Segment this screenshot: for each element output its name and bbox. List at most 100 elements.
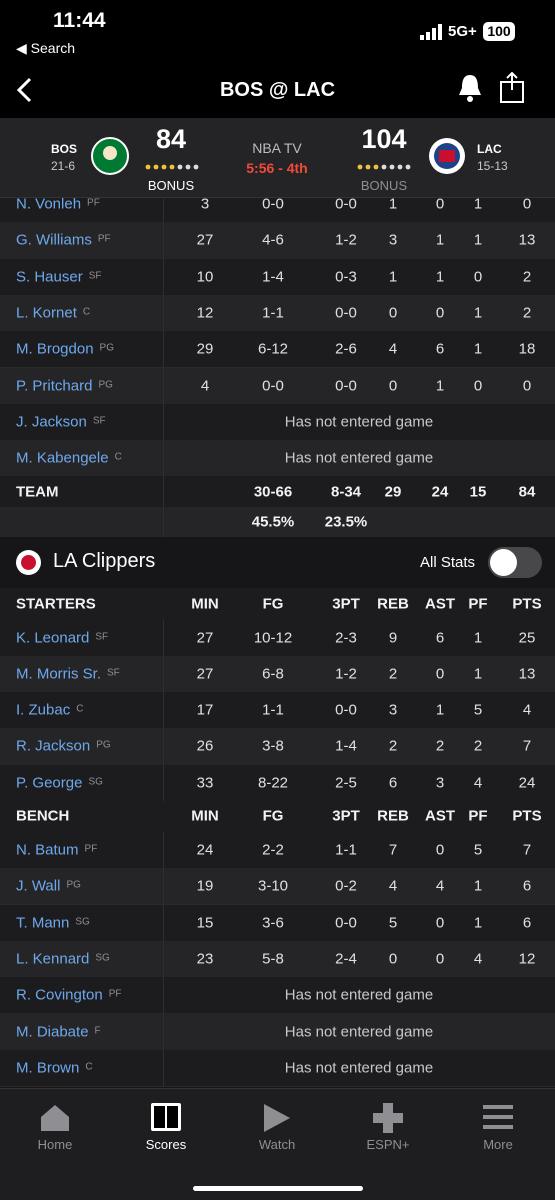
player-position: SF — [95, 631, 109, 643]
name-cell: M. Brogdon PG — [0, 331, 164, 368]
stat-cell: 24 — [196, 841, 214, 859]
player-position: C — [85, 1061, 93, 1073]
stat-cell: 0 — [435, 665, 445, 683]
player-name[interactable]: L. Kornet — [16, 304, 77, 322]
player-link[interactable]: J. Wall PG — [16, 878, 81, 895]
stat-cell: 19 — [196, 877, 214, 895]
share-button[interactable] — [498, 72, 526, 104]
player-link[interactable]: M. Brogdon PG — [16, 341, 114, 358]
tab-label[interactable]: More — [483, 1137, 513, 1152]
toggle-knob[interactable] — [490, 549, 517, 577]
back-button[interactable] — [14, 76, 36, 104]
team-totals: TEAM 30-66 8-34 29 24 15 84 — [0, 476, 555, 508]
player-name[interactable]: T. Mann — [16, 914, 70, 932]
player-link[interactable]: M. Kabengele C — [16, 450, 122, 467]
scores-icon[interactable] — [150, 1102, 182, 1132]
network-type: 5G+ — [448, 23, 477, 40]
stat-cell: 25 — [518, 629, 536, 647]
all-stats-toggle[interactable] — [488, 547, 542, 579]
player-name[interactable]: G. Williams — [16, 231, 92, 249]
stat-cell: 3-10 — [257, 877, 289, 895]
player-name[interactable]: P. Pritchard — [16, 377, 93, 395]
player-link[interactable]: P. Pritchard PG — [16, 377, 113, 394]
player-link[interactable]: N. Vonleh PF — [16, 196, 100, 213]
column-header: PTS — [512, 595, 542, 613]
player-name[interactable]: R. Covington — [16, 986, 103, 1004]
player-link[interactable]: K. Leonard SF — [16, 629, 108, 646]
notification-bell[interactable] — [456, 72, 484, 104]
player-name[interactable]: N. Vonleh — [16, 195, 82, 213]
column-header: 3PT — [332, 595, 360, 613]
player-link[interactable]: L. Kornet C — [16, 305, 90, 322]
player-link[interactable]: I. Zubac C — [16, 702, 83, 719]
stat-cell: 4 — [522, 701, 532, 719]
player-link[interactable]: R. Covington PF — [16, 987, 122, 1004]
tab-label[interactable]: Watch — [258, 1137, 296, 1152]
stat-cell: 0 — [388, 377, 398, 395]
player-link[interactable]: S. Hauser SF — [16, 268, 101, 285]
stat-cell: 0-3 — [335, 268, 357, 286]
espn-plus-icon[interactable] — [372, 1102, 404, 1134]
player-row: M. Brown C Has not entered game — [0, 1049, 555, 1087]
player-name[interactable]: M. Brogdon — [16, 340, 94, 358]
player-name[interactable]: M. Morris Sr. — [16, 665, 101, 683]
player-link[interactable]: M. Morris Sr. SF — [16, 665, 120, 682]
stat-cell: 0 — [473, 377, 483, 395]
player-name[interactable]: P. George — [16, 774, 83, 792]
player-row: T. Mann SG 15 3-6 0-0 5 0 1 6 — [0, 904, 555, 942]
watch-icon[interactable] — [262, 1102, 292, 1134]
player-name[interactable]: I. Zubac — [16, 701, 71, 719]
player-name[interactable]: S. Hauser — [16, 268, 83, 286]
player-link[interactable]: T. Mann SG — [16, 914, 90, 931]
stat-cell: 24 — [518, 774, 536, 792]
player-position: SF — [92, 415, 106, 427]
stat-cell: 4-6 — [262, 231, 284, 249]
player-name[interactable]: J. Wall — [16, 877, 61, 895]
home-icon[interactable] — [39, 1103, 71, 1133]
player-link[interactable]: M. Diabate F — [16, 1023, 101, 1040]
player-row: J. Jackson SF Has not entered game — [0, 403, 555, 442]
stat-cell: 2 — [388, 737, 398, 755]
player-link[interactable]: P. George SG — [16, 774, 103, 791]
back-label[interactable]: Search — [30, 40, 76, 56]
player-row: J. Wall PG 19 3-10 0-2 4 4 1 6 — [0, 868, 555, 906]
dnp-note: Has not entered game — [284, 1059, 434, 1077]
player-link[interactable]: L. Kennard SG — [16, 950, 110, 967]
back-to-search[interactable]: ◀ Search — [16, 40, 76, 56]
away-timeouts — [145, 164, 199, 170]
player-position: PG — [98, 379, 113, 391]
player-name[interactable]: M. Diabate — [16, 1023, 89, 1041]
name-cell: L. Kornet C — [0, 294, 164, 332]
player-link[interactable]: N. Batum PF — [16, 842, 97, 859]
total-cell: 29 — [384, 483, 402, 501]
tab-label[interactable]: Scores — [145, 1137, 187, 1152]
name-cell: N. Batum PF — [0, 831, 164, 869]
stat-cell: 13 — [518, 231, 536, 249]
stat-cell: 3-8 — [262, 737, 284, 755]
player-name[interactable]: R. Jackson — [16, 737, 91, 755]
more-icon[interactable] — [483, 1104, 513, 1130]
stat-cell: 29 — [196, 340, 214, 358]
player-link[interactable]: M. Brown C — [16, 1059, 93, 1076]
stat-cell: 15 — [196, 914, 214, 932]
stat-cell: 0-0 — [335, 377, 357, 395]
toggle-label: All Stats — [420, 554, 476, 572]
player-name[interactable]: K. Leonard — [16, 629, 90, 647]
stat-cell: 0-0 — [335, 304, 357, 322]
home-score: 104 — [361, 124, 407, 154]
tab-label[interactable]: ESPN+ — [366, 1137, 410, 1152]
player-link[interactable]: R. Jackson PG — [16, 738, 111, 755]
player-name[interactable]: N. Batum — [16, 841, 79, 859]
player-position: C — [82, 306, 91, 318]
team-name: LA Clippers — [53, 550, 156, 573]
name-cell: L. Kennard SG — [0, 940, 164, 978]
player-position: C — [76, 703, 84, 715]
player-name[interactable]: M. Brown — [16, 1059, 80, 1077]
tab-label[interactable]: Home — [37, 1137, 73, 1152]
player-name[interactable]: M. Kabengele — [16, 449, 109, 467]
stat-cell: 1-1 — [262, 701, 284, 719]
player-name[interactable]: L. Kennard — [16, 950, 90, 968]
player-link[interactable]: G. Williams PF — [16, 232, 111, 249]
player-link[interactable]: J. Jackson SF — [16, 413, 106, 430]
player-name[interactable]: J. Jackson — [16, 413, 87, 431]
